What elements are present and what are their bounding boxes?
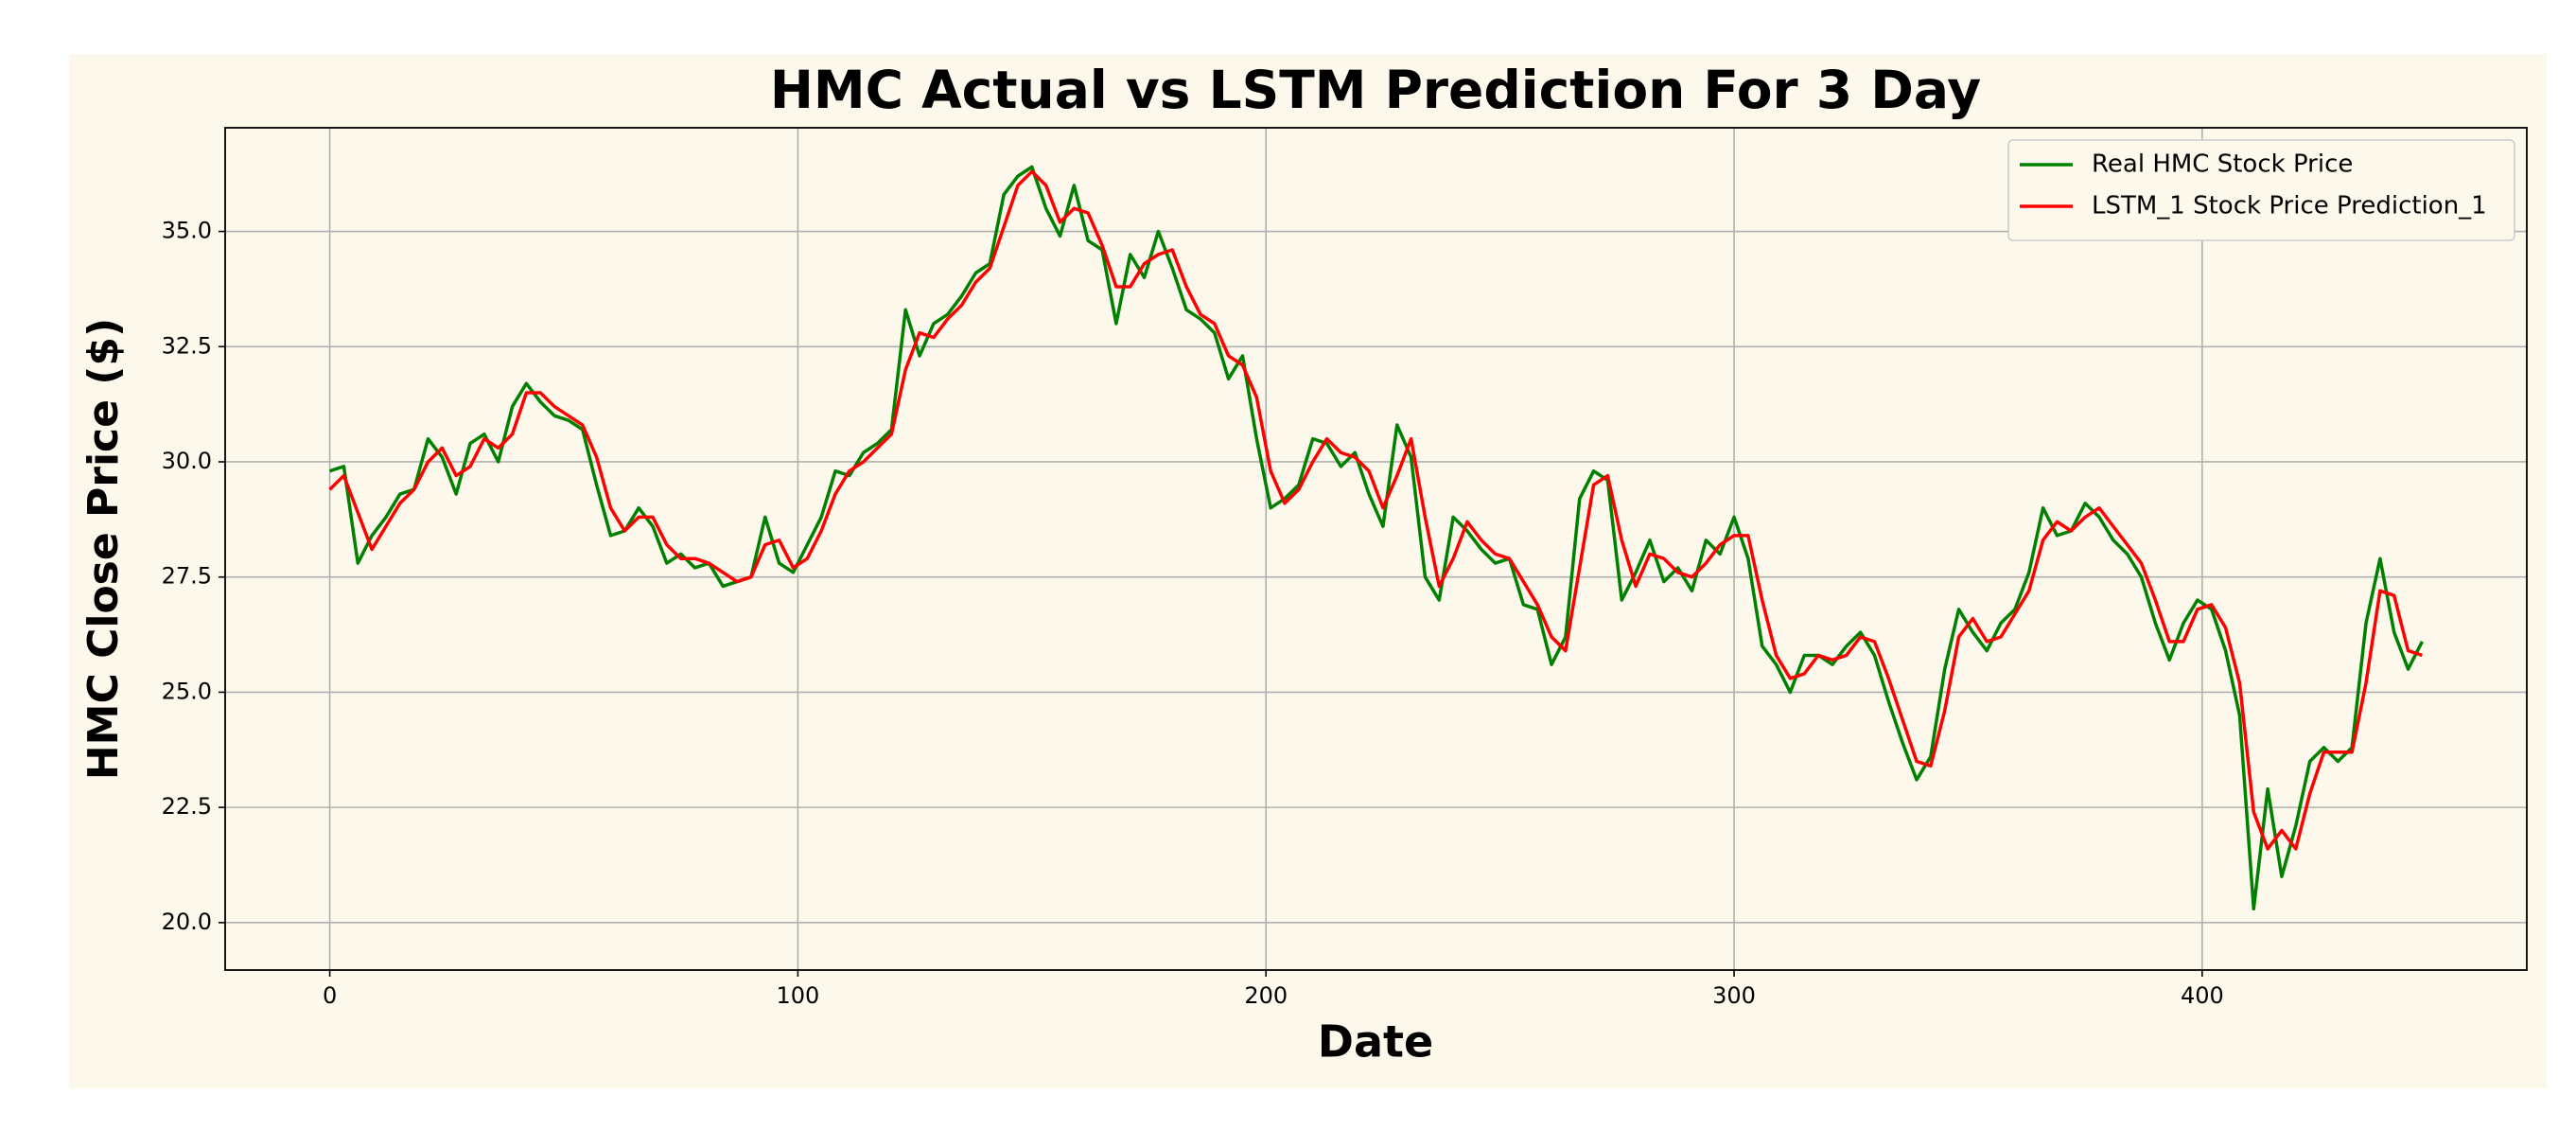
y-tick-label: 22.5 (162, 793, 212, 820)
y-axis-label: HMC Close Price ($) (79, 318, 128, 780)
y-tick-label: 20.0 (162, 909, 212, 935)
x-tick-label: 400 (2181, 982, 2224, 1009)
legend-label: LSTM_1 Stock Price Prediction_1 (2092, 192, 2487, 221)
x-tick-label: 100 (776, 982, 819, 1009)
x-tick-label: 300 (1712, 982, 1756, 1009)
plot-area (225, 128, 2527, 970)
x-tick-label: 0 (323, 982, 337, 1009)
x-tick-label: 200 (1244, 982, 1288, 1009)
y-tick-label: 27.5 (162, 563, 212, 590)
legend-label: Real HMC Stock Price (2092, 150, 2353, 179)
legend-box (2007, 139, 2515, 241)
x-axis-label: Date (1318, 1016, 1433, 1068)
y-tick-label: 25.0 (162, 678, 212, 704)
legend: Real HMC Stock Price LSTM_1 Stock Price P… (2007, 139, 2515, 241)
series-line (328, 169, 2423, 851)
y-tick-label: 35.0 (162, 218, 212, 244)
chart-title: HMC Actual vs LSTM Prediction For 3 Day (770, 60, 1981, 120)
plot-frame (224, 127, 2528, 971)
y-tick-label: 32.5 (162, 332, 212, 359)
y-tick-label: 30.0 (162, 448, 212, 474)
